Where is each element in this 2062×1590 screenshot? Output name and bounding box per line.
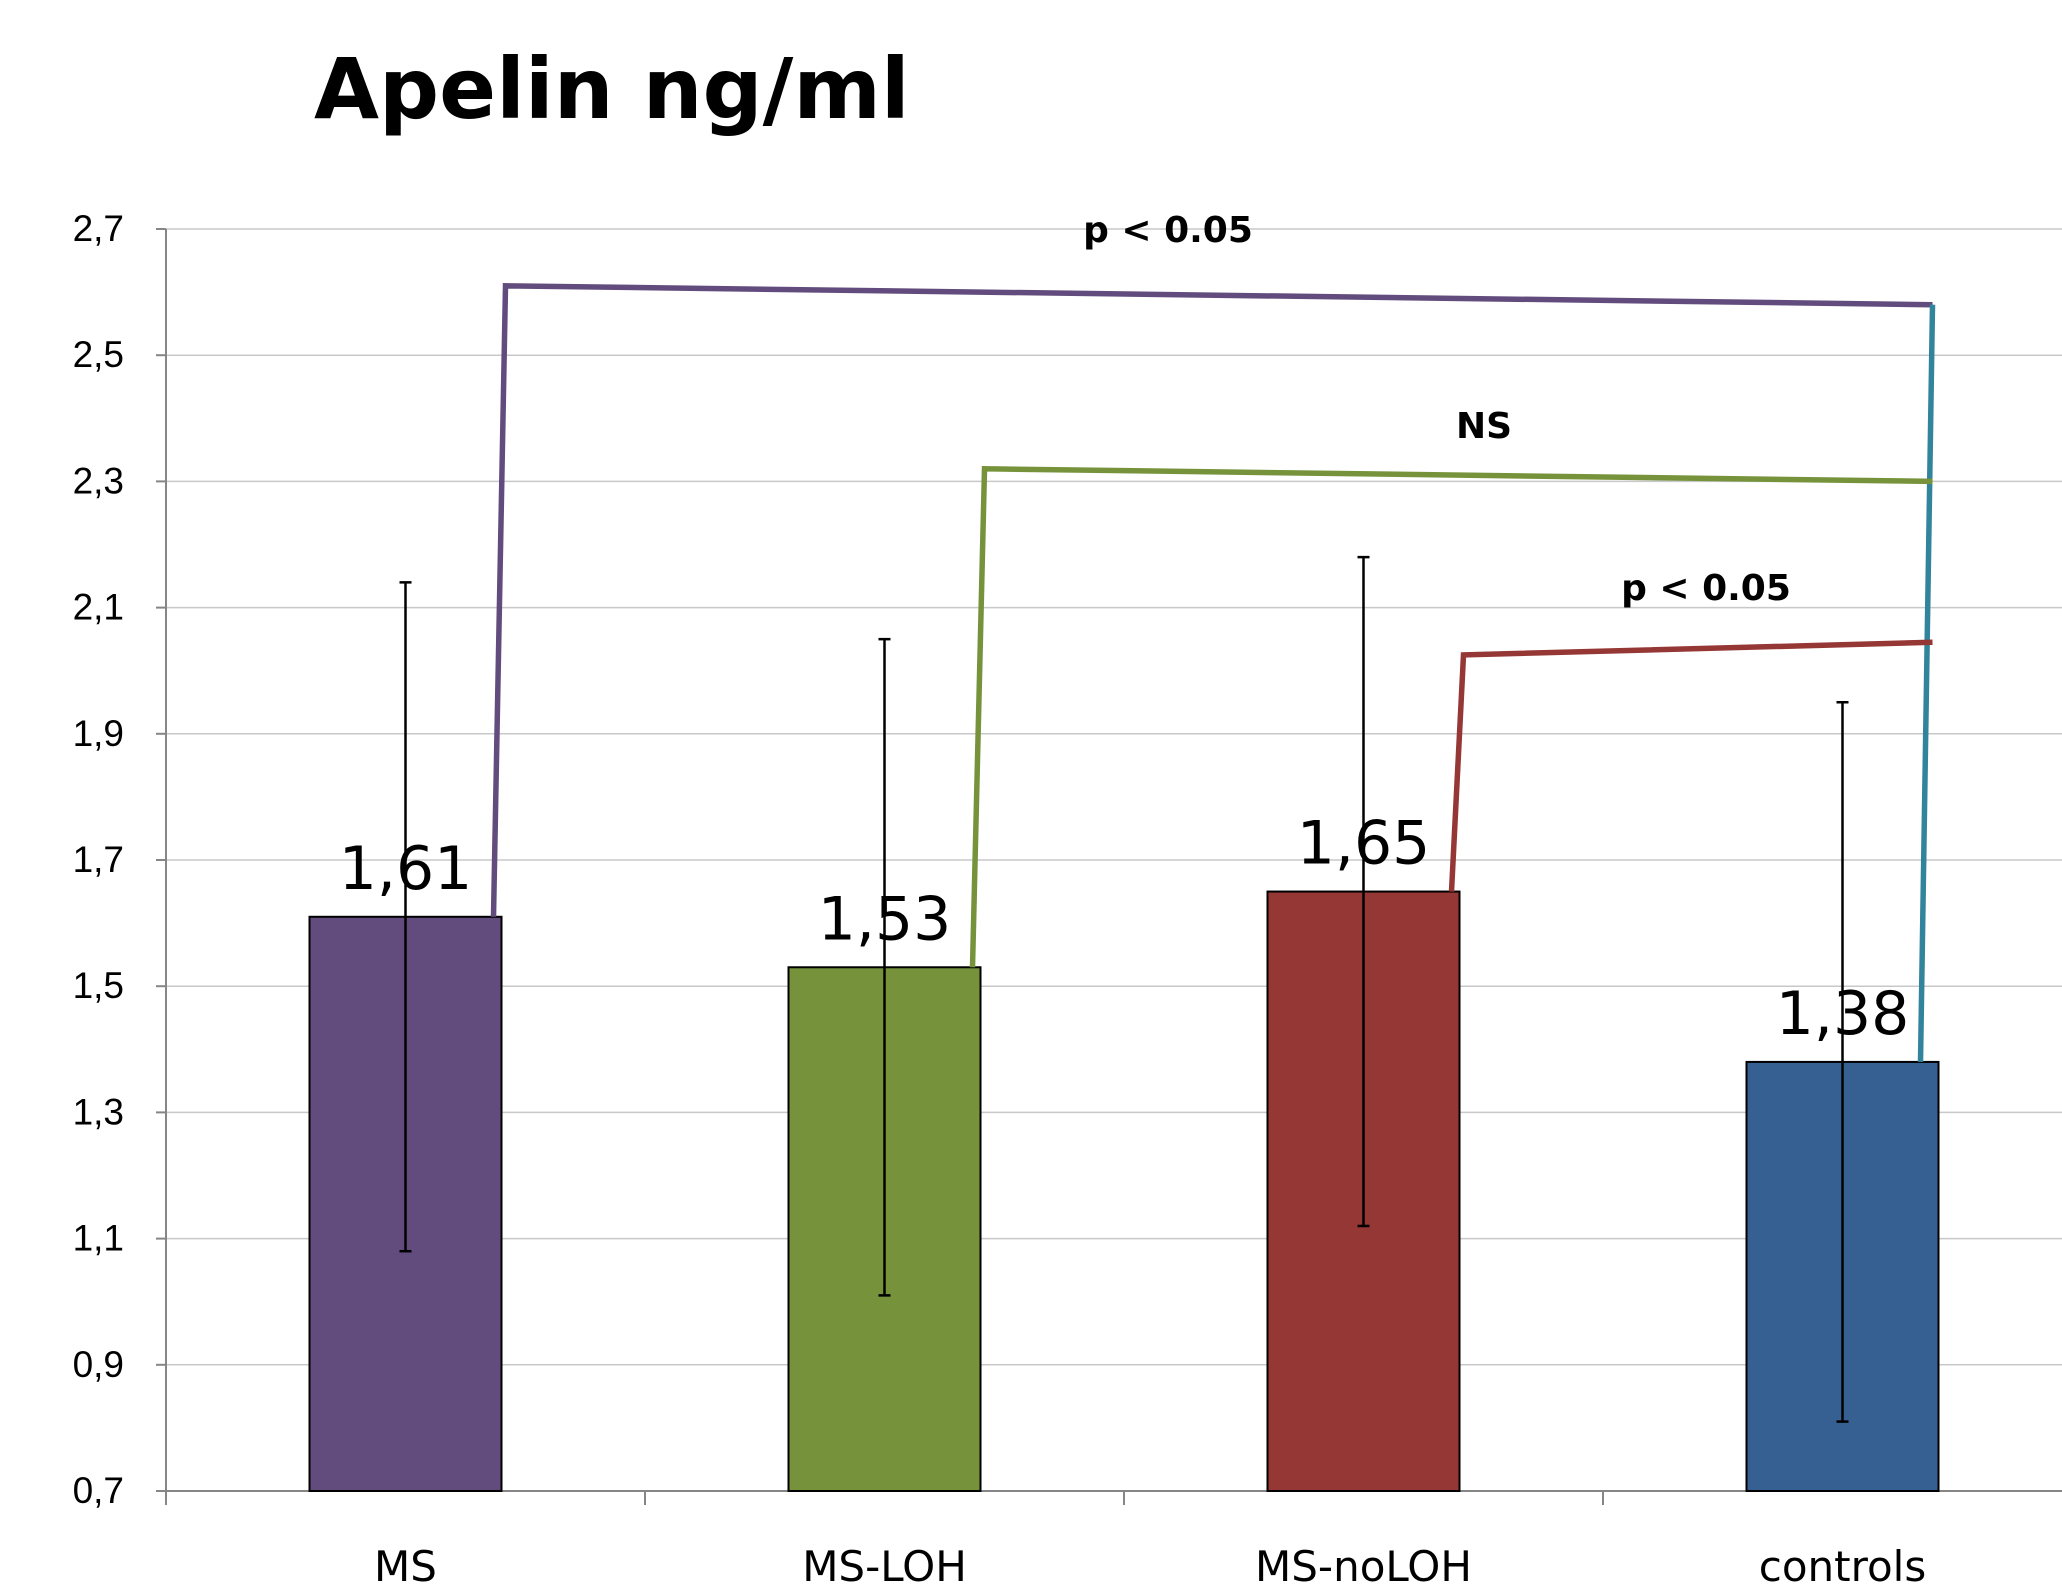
y-tick-label: 1,3: [73, 1091, 124, 1132]
significance-label: p < 0.05: [1083, 210, 1253, 251]
bars: [308, 890, 1940, 1493]
data-label: 1,38: [1776, 979, 1910, 1049]
y-tick-label: 0,7: [73, 1470, 124, 1511]
y-tick-label: 1,7: [73, 839, 124, 880]
y-tick-label: 2,7: [73, 208, 124, 249]
y-tick-label: 2,1: [73, 587, 124, 628]
bracket-line: [1448, 639, 1933, 892]
bracket-line: [969, 465, 1933, 968]
x-tick-label: MS: [374, 1542, 437, 1590]
chart-title: Apelin ng/ml: [314, 40, 910, 138]
x-tick-label: MS-noLOH: [1255, 1542, 1472, 1590]
significance-label: NS: [1456, 406, 1512, 447]
bracket-line: [490, 283, 1933, 917]
data-label: 1,61: [339, 834, 473, 904]
error-bars: [399, 555, 1849, 1423]
x-tick-label: controls: [1759, 1542, 1926, 1590]
y-tick-label: 1,9: [73, 713, 124, 754]
bracket-end-line: [1917, 304, 1936, 1062]
data-label: 1,65: [1297, 809, 1431, 879]
significance-brackets: [490, 283, 1936, 1062]
y-tick-label: 1,5: [73, 965, 124, 1006]
y-tick-label: 2,3: [73, 460, 124, 501]
y-tick-label: 2,5: [73, 334, 124, 375]
y-tick-label: 0,9: [73, 1344, 124, 1385]
data-label: 1,53: [818, 884, 952, 954]
y-tick-label: 1,1: [73, 1218, 124, 1259]
x-tick-label: MS-LOH: [802, 1542, 967, 1590]
significance-label: p < 0.05: [1621, 568, 1791, 609]
labels: 0,7 0,9 1,1 1,3 1,5 1,7 1,9 2,1 2,3 2,5 2,7 1,61 MS 1…: [73, 208, 1927, 1590]
